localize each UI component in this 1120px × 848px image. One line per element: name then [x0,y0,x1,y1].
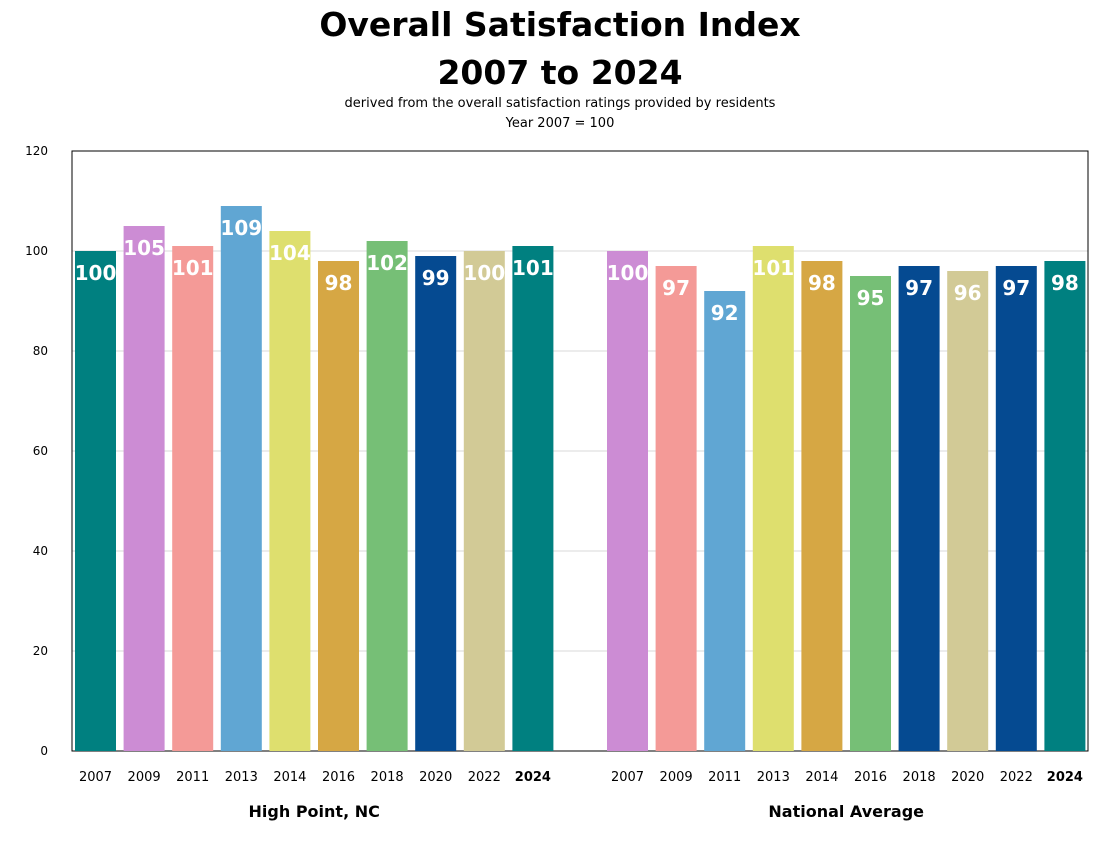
y-tick-label: 100 [25,244,48,258]
bar [704,291,746,751]
y-tick-label: 0 [40,744,48,758]
x-tick-label: 2014 [805,770,838,785]
bar-value-label: 105 [123,236,165,260]
y-tick-label: 60 [33,444,48,458]
bar [269,231,311,751]
bar [220,206,262,751]
x-tick-label: 2024 [1047,770,1083,785]
bar-value-label: 92 [711,301,739,325]
bar [415,256,457,751]
x-tick-label: 2020 [951,770,984,785]
y-tick-label: 20 [33,644,48,658]
x-tick-label: 2013 [757,770,790,785]
bar [752,246,794,751]
x-tick-label: 2007 [611,770,644,785]
bar-value-label: 96 [954,281,982,305]
y-tick-label: 80 [33,344,48,358]
bar [75,251,116,751]
x-tick-label: 2009 [660,770,693,785]
bar [898,266,940,751]
x-tick-label: 2009 [128,770,161,785]
bar-value-label: 97 [662,276,690,300]
x-tick-label: 2022 [468,770,501,785]
y-tick-label: 120 [25,144,48,158]
bar-value-label: 95 [857,286,885,310]
bar [123,226,165,751]
bar [1044,261,1086,751]
bar [172,246,214,751]
bar [366,241,408,751]
y-tick-label: 40 [33,544,48,558]
bar-value-label: 97 [905,276,933,300]
x-tick-label: 2007 [79,770,112,785]
x-tick-label: 2014 [273,770,306,785]
group-label: High Point, NC [249,802,380,821]
bar-value-label: 104 [269,241,311,265]
x-tick-label: 2016 [854,770,887,785]
plot-area-frame [71,150,1089,752]
x-tick-label: 2016 [322,770,355,785]
bar-value-label: 99 [422,266,450,290]
bar-value-label: 100 [607,261,649,285]
bar [995,266,1037,751]
bar [850,276,891,751]
bar-value-label: 98 [325,271,353,295]
chart-subtitle-baseline: Year 2007 = 100 [505,116,615,131]
bar-value-label: 109 [220,216,262,240]
bar-value-label: 98 [1051,271,1079,295]
x-tick-label: 2013 [225,770,258,785]
x-tick-label: 2018 [903,770,936,785]
chart-subtitle: derived from the overall satisfaction ra… [344,96,776,111]
bar [947,271,989,751]
bar-value-label: 100 [463,261,505,285]
x-tick-label: 2020 [419,770,452,785]
x-tick-label: 2018 [371,770,404,785]
bar-value-label: 98 [808,271,836,295]
bar [463,251,505,751]
x-tick-label: 2011 [708,770,741,785]
chart-title-years: 2007 to 2024 [437,53,683,92]
bar [318,261,359,751]
bar-value-label: 101 [752,256,794,280]
x-tick-label: 2022 [1000,770,1033,785]
bar [801,261,843,751]
chart-title: Overall Satisfaction Index [319,5,801,44]
bar [512,246,554,751]
group-label: National Average [768,802,924,821]
bar [607,251,648,751]
x-tick-label: 2011 [176,770,209,785]
bar [655,266,697,751]
x-tick-label: 2024 [515,770,551,785]
bar-value-label: 101 [172,256,214,280]
bar-value-label: 102 [366,251,408,275]
bar-value-label: 101 [512,256,554,280]
bar-value-label: 97 [1002,276,1030,300]
bar-value-label: 100 [75,261,117,285]
